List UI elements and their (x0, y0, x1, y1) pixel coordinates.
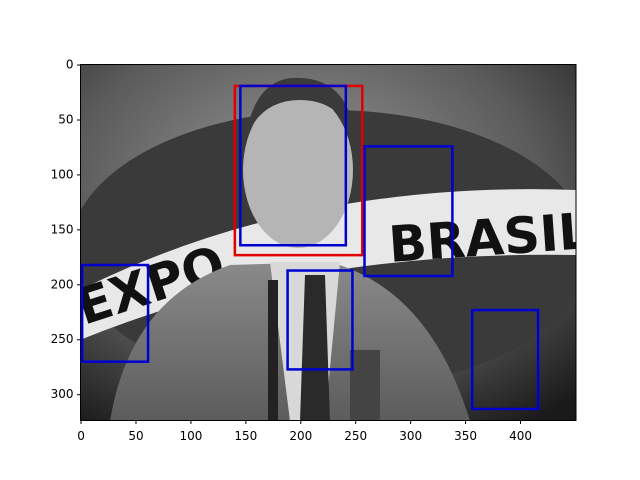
x-tick-label: 350 (454, 429, 477, 443)
y-tick-label: 150 (51, 222, 74, 236)
microphone (350, 350, 380, 421)
x-tick-label: 250 (344, 429, 367, 443)
microphone (268, 280, 278, 421)
y-tick-label: 0 (66, 58, 74, 72)
x-tick-label: 150 (234, 429, 257, 443)
banner-text: BRASIL (387, 202, 592, 274)
hair (245, 77, 355, 140)
bounding-box (286, 269, 354, 371)
photo: EXPO BRASIL (80, 64, 592, 421)
bounding-box (470, 308, 540, 411)
y-tick-label: 100 (51, 167, 74, 181)
y-tick-label: 200 (51, 277, 74, 291)
axes-frame (80, 64, 577, 421)
face (243, 92, 353, 248)
x-tick-label: 200 (289, 429, 312, 443)
tie (300, 275, 330, 421)
x-tick-label: 100 (179, 429, 202, 443)
x-tick-label: 400 (509, 429, 532, 443)
bounding-box (80, 263, 150, 363)
bounding-box (363, 145, 454, 278)
y-tick-label: 250 (51, 332, 74, 346)
y-tick-label: 50 (58, 112, 73, 126)
x-tick-label: 0 (77, 429, 85, 443)
y-tick-label: 300 (51, 387, 74, 401)
x-tick-label: 300 (399, 429, 422, 443)
bounding-box (239, 84, 348, 247)
x-tick-label: 50 (128, 429, 143, 443)
